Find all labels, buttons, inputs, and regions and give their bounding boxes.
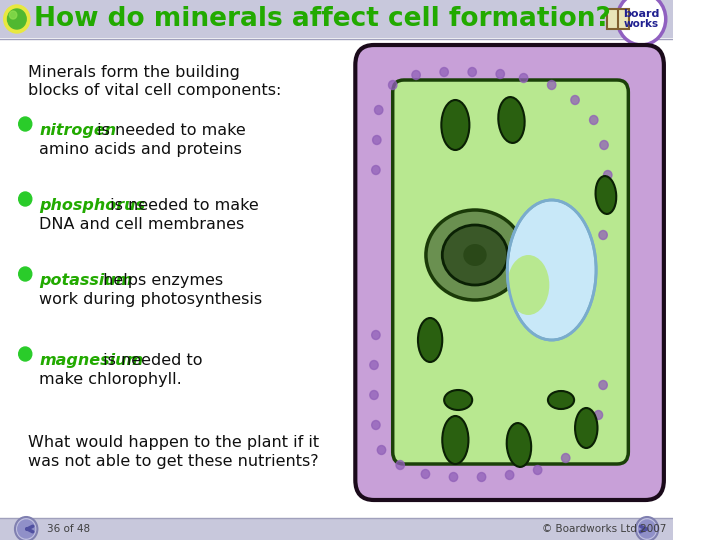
Circle shape	[372, 330, 380, 340]
Circle shape	[372, 165, 380, 174]
Text: Minerals form the building: Minerals form the building	[28, 65, 240, 80]
Ellipse shape	[507, 423, 531, 467]
Text: magnesium: magnesium	[40, 353, 143, 368]
Circle shape	[389, 80, 397, 90]
Circle shape	[15, 517, 37, 540]
Circle shape	[496, 70, 505, 78]
Circle shape	[19, 347, 32, 361]
Circle shape	[477, 472, 486, 482]
Circle shape	[449, 472, 458, 482]
Circle shape	[374, 105, 383, 114]
FancyBboxPatch shape	[392, 80, 629, 464]
Text: © Boardworks Ltd 2007: © Boardworks Ltd 2007	[542, 524, 667, 534]
Text: is needed to make: is needed to make	[104, 198, 258, 213]
FancyBboxPatch shape	[0, 24, 673, 518]
Ellipse shape	[508, 255, 549, 315]
Text: work during photosynthesis: work during photosynthesis	[40, 292, 262, 307]
FancyBboxPatch shape	[355, 45, 664, 500]
Text: works: works	[624, 19, 659, 29]
Ellipse shape	[508, 200, 596, 340]
Circle shape	[468, 68, 477, 77]
Text: How do minerals affect cell formation?: How do minerals affect cell formation?	[34, 6, 611, 32]
Circle shape	[571, 96, 580, 105]
Circle shape	[18, 520, 35, 538]
Circle shape	[370, 361, 378, 369]
Circle shape	[4, 5, 30, 33]
Text: was not able to get these nutrients?: was not able to get these nutrients?	[28, 454, 319, 469]
Circle shape	[590, 116, 598, 125]
Circle shape	[603, 171, 612, 179]
Ellipse shape	[548, 391, 574, 409]
Circle shape	[639, 520, 655, 538]
Circle shape	[600, 140, 608, 150]
Circle shape	[19, 117, 32, 131]
Ellipse shape	[444, 390, 472, 410]
Circle shape	[534, 465, 542, 475]
Circle shape	[580, 434, 589, 442]
Circle shape	[505, 470, 514, 480]
Circle shape	[519, 73, 528, 83]
Circle shape	[440, 68, 449, 77]
Circle shape	[9, 11, 17, 19]
FancyBboxPatch shape	[607, 9, 629, 29]
Circle shape	[19, 267, 32, 281]
Circle shape	[377, 446, 386, 455]
Text: DNA and cell membranes: DNA and cell membranes	[40, 217, 245, 232]
Ellipse shape	[418, 318, 442, 362]
Text: blocks of vital cell components:: blocks of vital cell components:	[28, 83, 282, 98]
Circle shape	[7, 9, 26, 29]
Text: potassium: potassium	[40, 273, 132, 288]
FancyBboxPatch shape	[0, 518, 673, 540]
Ellipse shape	[595, 176, 616, 214]
Ellipse shape	[441, 100, 469, 150]
Ellipse shape	[463, 244, 487, 266]
Circle shape	[412, 71, 420, 79]
Ellipse shape	[426, 210, 524, 300]
Circle shape	[421, 469, 430, 478]
Circle shape	[373, 136, 381, 145]
Circle shape	[547, 80, 556, 90]
Ellipse shape	[498, 97, 525, 143]
Text: phosphorus: phosphorus	[40, 198, 145, 213]
Circle shape	[599, 381, 607, 389]
Circle shape	[396, 461, 405, 469]
Circle shape	[594, 410, 603, 420]
FancyBboxPatch shape	[0, 0, 673, 38]
Circle shape	[370, 390, 378, 400]
Circle shape	[602, 200, 610, 210]
Text: is needed to make: is needed to make	[91, 123, 246, 138]
Circle shape	[599, 231, 607, 240]
Text: What would happen to the plant if it: What would happen to the plant if it	[28, 435, 319, 450]
Circle shape	[372, 421, 380, 429]
Ellipse shape	[575, 408, 598, 448]
Text: nitrogen: nitrogen	[40, 123, 117, 138]
Ellipse shape	[442, 416, 469, 464]
Text: board: board	[624, 9, 660, 19]
Ellipse shape	[442, 225, 508, 285]
Circle shape	[19, 192, 32, 206]
Circle shape	[562, 454, 570, 462]
Circle shape	[617, 0, 666, 45]
Text: is needed to: is needed to	[98, 353, 202, 368]
Text: make chlorophyll.: make chlorophyll.	[40, 372, 182, 387]
Text: helps enzymes: helps enzymes	[98, 273, 223, 288]
Text: 36 of 48: 36 of 48	[47, 524, 90, 534]
Text: amino acids and proteins: amino acids and proteins	[40, 142, 242, 157]
Circle shape	[636, 517, 658, 540]
